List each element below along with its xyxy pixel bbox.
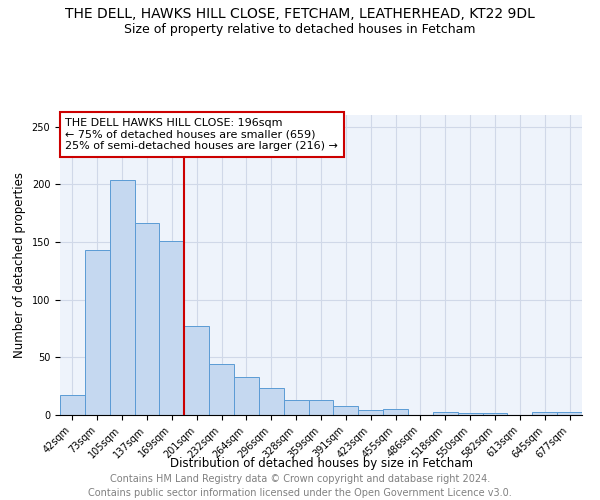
Bar [209,364,234,415]
Bar [557,412,582,415]
Bar [234,377,259,415]
Bar [184,326,209,415]
Bar [284,400,308,415]
Bar [134,224,160,415]
Bar [358,410,383,415]
Bar [308,400,334,415]
Bar [383,409,408,415]
Y-axis label: Number of detached properties: Number of detached properties [13,172,26,358]
Bar [160,241,184,415]
Bar [433,412,458,415]
Bar [85,250,110,415]
Bar [532,412,557,415]
Bar [458,412,482,415]
Bar [60,396,85,415]
Text: THE DELL HAWKS HILL CLOSE: 196sqm
← 75% of detached houses are smaller (659)
25%: THE DELL HAWKS HILL CLOSE: 196sqm ← 75% … [65,118,338,151]
Bar [482,412,508,415]
Bar [110,180,134,415]
Text: Distribution of detached houses by size in Fetcham: Distribution of detached houses by size … [170,458,473,470]
Text: THE DELL, HAWKS HILL CLOSE, FETCHAM, LEATHERHEAD, KT22 9DL: THE DELL, HAWKS HILL CLOSE, FETCHAM, LEA… [65,8,535,22]
Text: Contains HM Land Registry data © Crown copyright and database right 2024.
Contai: Contains HM Land Registry data © Crown c… [88,474,512,498]
Bar [334,406,358,415]
Bar [259,388,284,415]
Text: Size of property relative to detached houses in Fetcham: Size of property relative to detached ho… [124,22,476,36]
